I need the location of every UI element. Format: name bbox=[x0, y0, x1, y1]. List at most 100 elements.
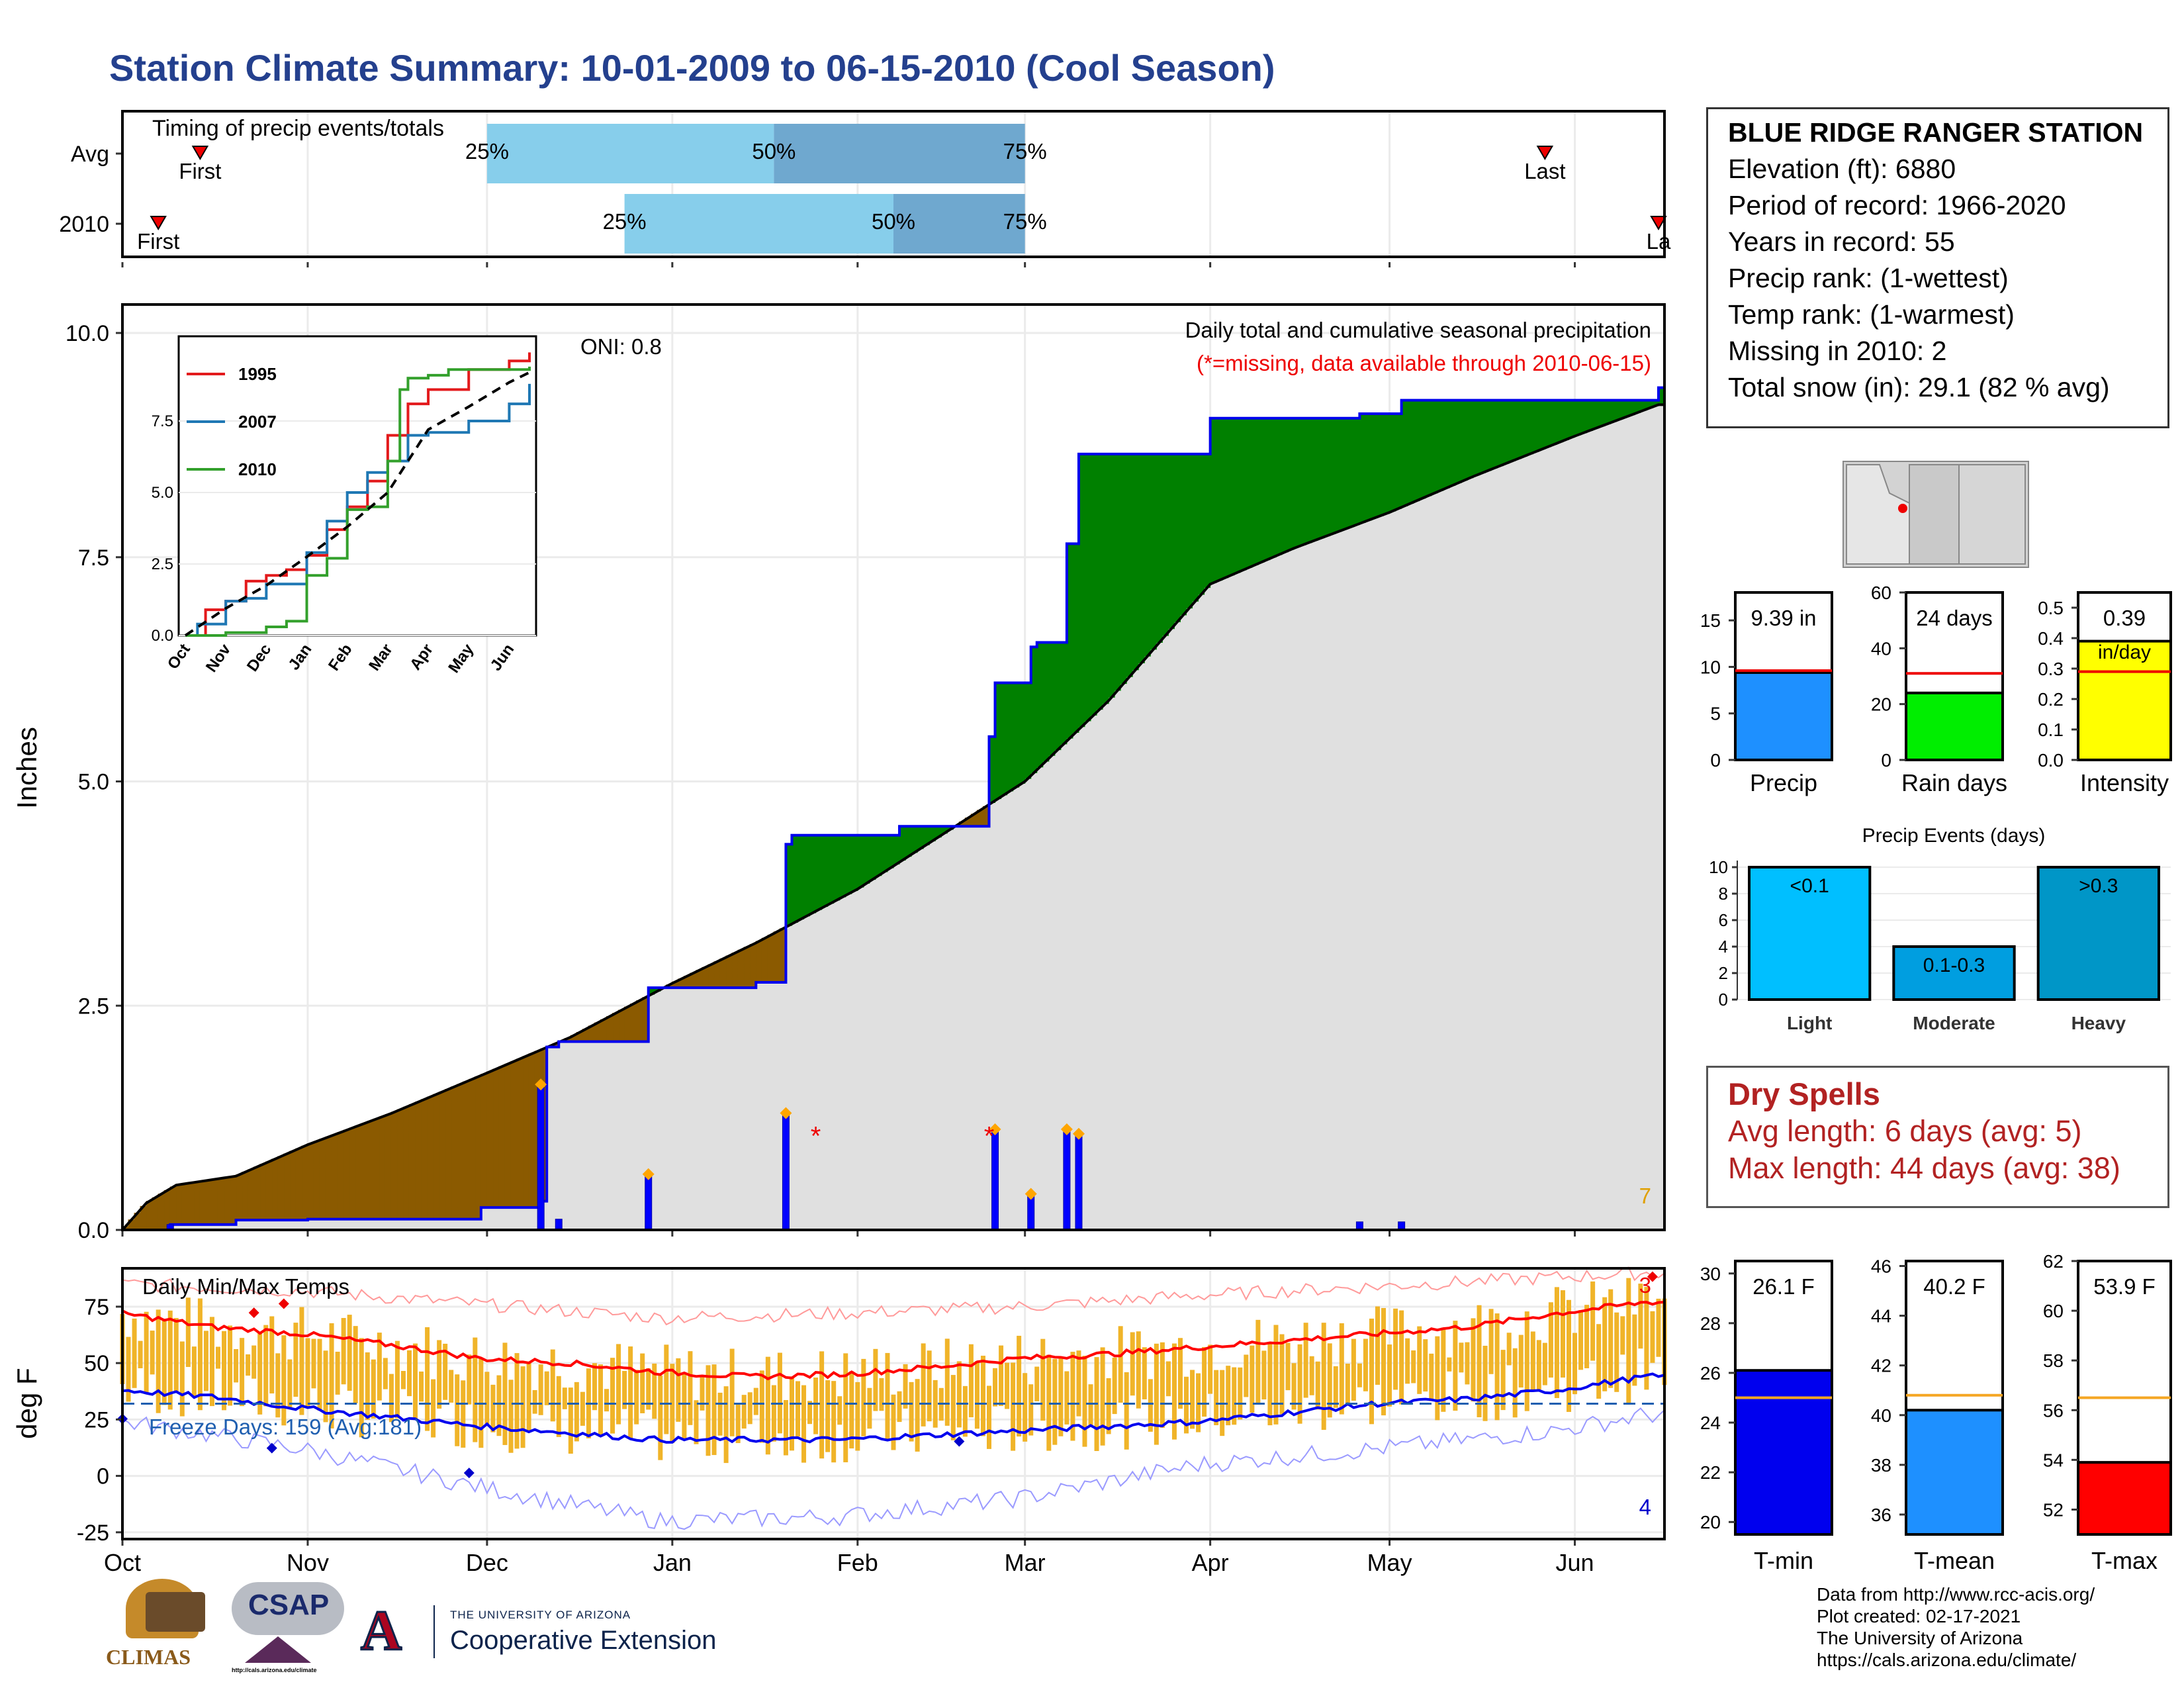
event-category-label: Heavy bbox=[2071, 1013, 2126, 1033]
daily-temp-range-bar bbox=[1088, 1384, 1093, 1425]
precip-total-ytick-label: 10 bbox=[1700, 657, 1721, 677]
daily-temp-range-bar bbox=[1297, 1344, 1302, 1424]
daily-temp-range-bar bbox=[1411, 1350, 1416, 1383]
event-bar-label: >0.3 bbox=[2079, 875, 2118, 897]
daily-temp-range-bar bbox=[1554, 1287, 1559, 1399]
locator-map bbox=[1843, 461, 2029, 568]
tmax-ytick-label: 58 bbox=[2043, 1350, 2064, 1371]
daily-temp-range-bar bbox=[592, 1363, 597, 1411]
heavy-event-marker-icon bbox=[780, 1107, 792, 1119]
daily-temp-range-bar bbox=[700, 1376, 705, 1411]
tmin-value-label: 26.1 F bbox=[1752, 1274, 1815, 1299]
daily-temp-range-bar bbox=[161, 1319, 167, 1405]
tmean-ytick-label: 38 bbox=[1871, 1455, 1891, 1476]
daily-temp-range-bar bbox=[1590, 1281, 1596, 1361]
daily-temp-range-bar bbox=[1357, 1363, 1362, 1387]
daily-temp-range-bar bbox=[1273, 1325, 1279, 1425]
event-category-label: Moderate bbox=[1913, 1013, 1995, 1033]
daily-temp-range-bar bbox=[425, 1327, 430, 1431]
daily-temp-range-bar bbox=[801, 1385, 807, 1463]
daily-temp-range-bar bbox=[1494, 1313, 1500, 1421]
month-tick-label: Jan bbox=[653, 1549, 692, 1576]
map-state-nm bbox=[1958, 464, 2026, 565]
daily-temp-range-bar bbox=[1578, 1310, 1584, 1370]
daily-temp-range-bar bbox=[197, 1298, 203, 1411]
intensity-value-label: 0.39 bbox=[2103, 606, 2146, 630]
daily-temp-range-bar bbox=[861, 1358, 866, 1436]
daily-temp-range-bar bbox=[185, 1297, 191, 1368]
daily-temp-range-bar bbox=[986, 1385, 991, 1449]
daily-temp-range-bar bbox=[610, 1358, 615, 1434]
daily-temp-range-bar bbox=[1333, 1366, 1338, 1408]
daily-temp-range-bar bbox=[771, 1385, 776, 1442]
tmin-bar bbox=[1734, 1369, 1833, 1536]
record-high-marker-icon bbox=[278, 1298, 289, 1309]
intensity-ytick-label: 0.2 bbox=[2038, 689, 2064, 710]
tmean-ytick-label: 42 bbox=[1871, 1356, 1891, 1376]
daily-temp-range-bar bbox=[634, 1370, 639, 1425]
daily-temp-range-bar bbox=[956, 1361, 962, 1428]
rain-days-bar bbox=[1905, 691, 2004, 762]
rain-days-ytick-label: 0 bbox=[1881, 750, 1891, 771]
record-high-marker-icon bbox=[248, 1307, 259, 1319]
daily-temp-range-bar bbox=[1482, 1345, 1488, 1421]
heavy-event-marker-icon bbox=[1024, 1188, 1037, 1200]
daily-temp-range-bar bbox=[1136, 1331, 1141, 1409]
daily-temp-range-bar bbox=[305, 1338, 310, 1407]
tmax-category-label: T-max bbox=[2091, 1547, 2158, 1574]
temp-ytick-label: 0 bbox=[97, 1464, 109, 1489]
tmin-ytick-label: 22 bbox=[1700, 1462, 1721, 1483]
inset-legend-label: 2007 bbox=[238, 412, 277, 432]
daily-precip-bar bbox=[1075, 1135, 1083, 1231]
daily-temp-range-bar bbox=[1447, 1357, 1452, 1372]
csap-mountain-icon bbox=[245, 1636, 311, 1663]
daily-temp-range-bar bbox=[406, 1350, 412, 1397]
daily-temp-range-bar bbox=[1177, 1338, 1183, 1409]
daily-temp-range-bar bbox=[879, 1378, 884, 1411]
timing-pct-label: 25% bbox=[603, 209, 647, 234]
daily-temp-range-bar bbox=[388, 1374, 394, 1423]
month-tick-label: Nov bbox=[287, 1549, 329, 1576]
record-high-marker-icon bbox=[1647, 1271, 1658, 1282]
daily-temp-range-bar bbox=[1261, 1350, 1267, 1400]
rain-days-value-label: 24 days bbox=[1916, 606, 1993, 630]
ua-extension-logo[interactable]: A THE UNIVERSITY OF ARIZONA Cooperative … bbox=[360, 1601, 745, 1662]
daily-temp-range-bar bbox=[855, 1382, 860, 1451]
month-tick-label: May bbox=[1367, 1549, 1412, 1576]
map-state-az bbox=[1909, 464, 1960, 565]
tmax-ytick-label: 56 bbox=[2043, 1400, 2064, 1421]
heavy-event-marker-icon bbox=[642, 1168, 655, 1180]
daily-temp-range-bar bbox=[729, 1348, 735, 1436]
daily-temp-range-bar bbox=[723, 1386, 729, 1464]
precip-ytick-label: 0.0 bbox=[78, 1218, 109, 1243]
daily-temp-range-bar bbox=[1405, 1338, 1410, 1384]
dry-spells-avg: Avg length: 6 days (avg: 5) bbox=[1728, 1114, 2082, 1148]
rain-days-panel: 24 days 0 20 40 60 Rain days bbox=[1871, 583, 2007, 796]
timing-row-label: Avg bbox=[71, 142, 109, 167]
daily-temp-range-bar bbox=[329, 1323, 334, 1429]
events-panel: <0.1 Light 0.1-0.3 Moderate >0.3 Heavy 0 2 4 6 8 10… bbox=[1709, 825, 2171, 1033]
daily-temp-range-bar bbox=[365, 1352, 370, 1420]
daily-temp-range-bar bbox=[903, 1364, 908, 1409]
daily-temp-range-bar bbox=[950, 1375, 956, 1440]
station-name: BLUE RIDGE RANGER STATION bbox=[1728, 117, 2144, 148]
daily-temp-range-bar bbox=[1620, 1316, 1625, 1355]
timing-last-label: La bbox=[1647, 229, 1671, 254]
daily-temp-range-bar bbox=[568, 1387, 573, 1454]
inset-ytick-label: 5.0 bbox=[152, 484, 173, 502]
climas-logo[interactable]: CLIMAS bbox=[106, 1579, 218, 1678]
climas-land-icon bbox=[146, 1592, 205, 1632]
daily-temp-range-bar bbox=[1034, 1366, 1040, 1401]
daily-temp-range-bar bbox=[574, 1382, 579, 1442]
temp-ytick-label: 75 bbox=[84, 1295, 109, 1320]
daily-temp-range-bar bbox=[1471, 1318, 1476, 1402]
daily-temp-range-bar bbox=[251, 1345, 257, 1379]
csap-logo[interactable]: CSAP http://cals.arizona.edu/climate bbox=[232, 1582, 351, 1678]
daily-temp-range-bar bbox=[1148, 1379, 1153, 1432]
ua-divider bbox=[433, 1605, 435, 1658]
daily-temp-range-bar bbox=[323, 1350, 328, 1423]
precip-baseline-area bbox=[122, 404, 1664, 1230]
credits: Data from http://www.rcc-acis.org/ Plot … bbox=[1817, 1583, 2095, 1671]
page-title: Station Climate Summary: 10-01-2009 to 0… bbox=[109, 47, 1275, 89]
events-ytick-label: 2 bbox=[1719, 963, 1728, 983]
